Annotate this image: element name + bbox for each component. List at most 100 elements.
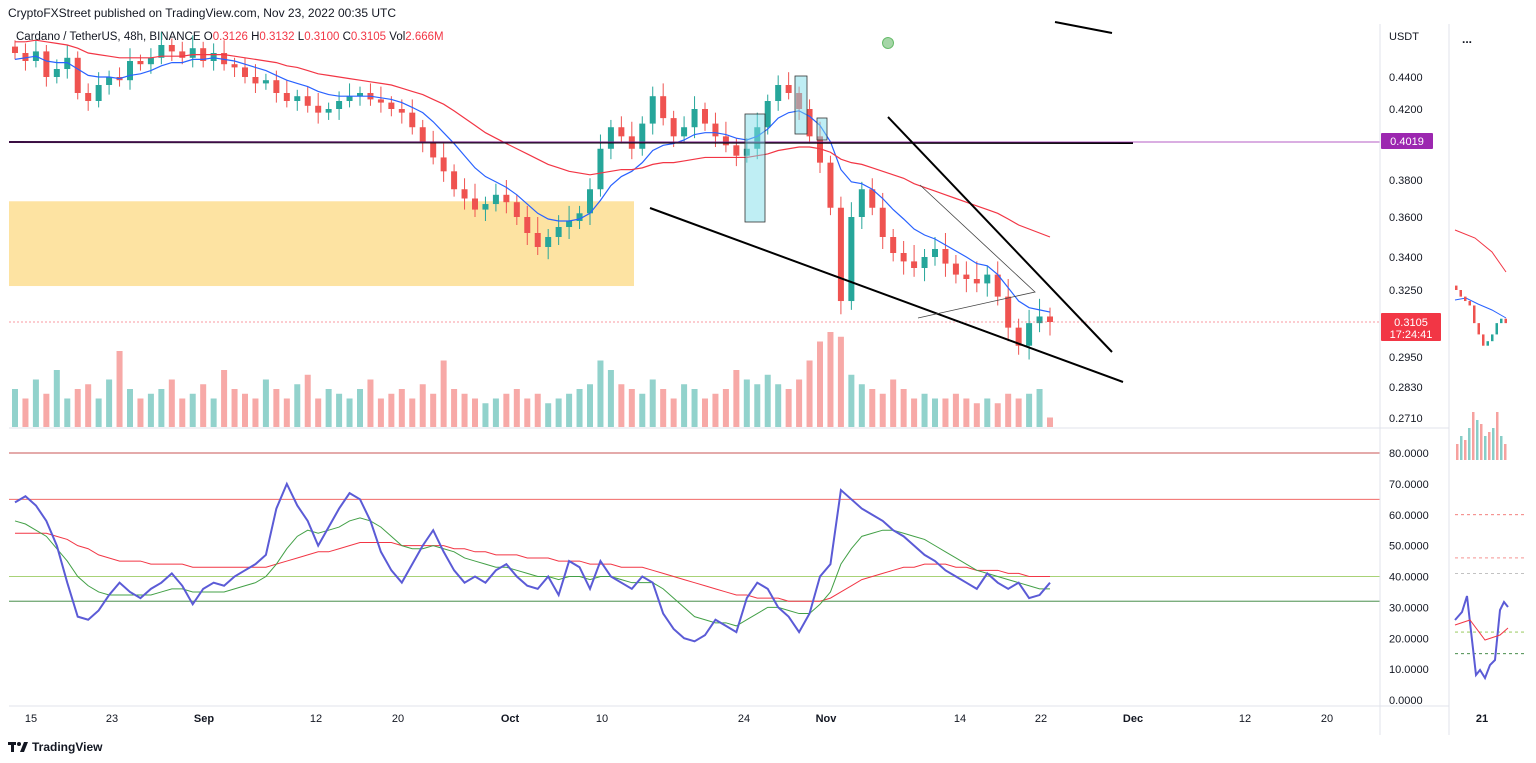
volume-bar	[64, 398, 71, 427]
volume-bar	[231, 389, 238, 427]
level-tag-text: 0.4019	[1390, 136, 1424, 148]
volume-bar	[681, 384, 688, 427]
price-tick: 0.4200	[1389, 104, 1423, 116]
time-tick: 12	[310, 713, 322, 725]
mini-candle	[1486, 341, 1489, 346]
low-value: 0.3100	[304, 31, 340, 43]
rsi-levels	[9, 452, 1380, 602]
time-tick: Sep	[194, 713, 214, 725]
candle-body	[95, 85, 102, 101]
volume-bar	[649, 379, 656, 427]
volume-bar	[221, 370, 228, 427]
symbol-label[interactable]: Cardano / TetherUS, 48h, BINANCE	[16, 31, 201, 43]
candle-body	[252, 77, 259, 84]
candle-body	[764, 101, 771, 128]
volume-bar	[137, 398, 144, 427]
volume-bar	[963, 398, 970, 427]
volume-bar	[273, 389, 280, 427]
rsi-signal-line	[14, 517, 1050, 627]
mini-rsi-slow	[1454, 619, 1509, 641]
volume-bar	[785, 389, 792, 427]
volume-bar	[1015, 398, 1022, 427]
candle-body	[409, 112, 416, 128]
volume-bar	[430, 393, 437, 427]
candle-body	[158, 45, 165, 58]
volume-bar	[336, 393, 343, 427]
candle-body	[43, 51, 50, 77]
volume-bar	[315, 398, 322, 427]
volume-bar	[733, 370, 740, 427]
chart-canvas[interactable]: USDT 0.4400 0.4200 0.3800 0.3600 0.3400 0.325…	[0, 0, 1536, 735]
candle-body	[576, 213, 583, 221]
volume-bar	[472, 398, 478, 427]
volume-bar	[722, 389, 729, 427]
volume-bar	[440, 360, 447, 427]
mini-candle	[1464, 296, 1467, 302]
more-menu-icon[interactable]: ...	[1462, 32, 1473, 46]
low-label: L	[297, 31, 305, 43]
candle-body	[336, 101, 343, 109]
volume-bar	[43, 393, 50, 427]
volume-bar	[1026, 393, 1033, 427]
ema-slow-line	[15, 39, 1051, 238]
price-tick: 0.3800	[1389, 175, 1423, 187]
time-tick: 15	[25, 713, 37, 725]
candle-body	[106, 77, 113, 85]
candles	[12, 32, 1053, 360]
candle-body	[242, 67, 248, 77]
wedge-upper-line	[887, 116, 1113, 353]
candle-body	[1015, 327, 1022, 346]
candle-body	[482, 204, 489, 210]
volume-label: Vol	[389, 31, 406, 43]
currency-label: USDT	[1389, 31, 1419, 43]
candle-body	[775, 85, 782, 101]
volume-bar	[53, 370, 60, 427]
volume-bar	[994, 403, 1001, 427]
volume-bar	[147, 393, 154, 427]
high-label: H	[251, 31, 260, 43]
volume-bar	[712, 393, 719, 427]
volume-bar	[32, 379, 39, 427]
time-tick: 20	[1321, 713, 1333, 725]
volume-bar	[158, 389, 165, 427]
mini-volume-bar	[1488, 432, 1491, 460]
time-tick: 10	[596, 713, 608, 725]
volume-bar	[85, 384, 92, 427]
price-tag	[1381, 313, 1441, 341]
candle-body	[555, 227, 562, 237]
volume-bar	[22, 398, 29, 427]
volume-bar	[587, 384, 593, 427]
volume-bar	[984, 398, 991, 427]
volume-bar	[189, 393, 196, 427]
volume-bar	[461, 393, 468, 427]
candle-body	[942, 249, 949, 264]
volume-bar	[409, 398, 416, 427]
highlight-box-2	[794, 75, 808, 135]
countdown-text: 17:24:41	[1390, 329, 1433, 341]
volume-bar	[597, 360, 604, 427]
volume-bar	[848, 374, 855, 427]
inner-triangle-line	[917, 184, 1036, 319]
candle-body	[53, 69, 60, 77]
candle-body	[357, 93, 363, 97]
volume-bar	[210, 398, 217, 427]
tradingview-logo[interactable]: TradingView	[8, 740, 102, 754]
rsi-tick: 10.0000	[1389, 664, 1429, 676]
volume-bar	[1036, 389, 1043, 427]
candle-body	[952, 263, 959, 275]
open-value: 0.3126	[212, 31, 248, 43]
volume-bar	[12, 389, 18, 427]
mini-candle	[1482, 334, 1485, 346]
volume-bar	[879, 393, 886, 427]
volume-bar	[1005, 393, 1012, 427]
candle-body	[74, 57, 81, 93]
candle-body	[179, 51, 186, 58]
volume-bar	[294, 384, 301, 427]
volume-bar	[743, 379, 750, 427]
candle-body	[513, 202, 520, 217]
time-tick: 12	[1239, 713, 1251, 725]
volume-bars	[12, 332, 1053, 427]
candle-body	[419, 127, 426, 142]
volume-bar	[670, 398, 677, 427]
volume-bar	[242, 393, 248, 427]
